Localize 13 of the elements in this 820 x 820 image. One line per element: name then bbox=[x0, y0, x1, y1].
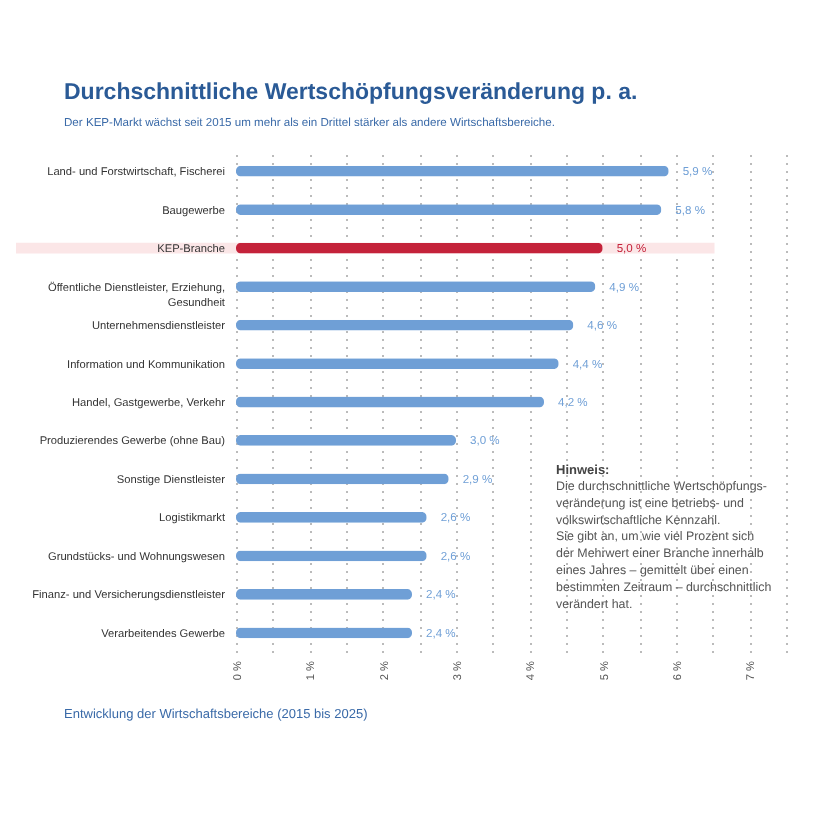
bar bbox=[236, 319, 574, 331]
chart-title: Durchschnittliche Wertschöpfungsveränderung p. a. bbox=[64, 81, 638, 106]
bar bbox=[236, 550, 427, 562]
bar bbox=[236, 627, 412, 639]
bar bbox=[236, 435, 456, 446]
bar bbox=[236, 588, 412, 600]
bar bbox=[236, 358, 559, 369]
bar bbox=[236, 473, 449, 485]
bar bbox=[236, 165, 669, 177]
bar bbox=[236, 204, 662, 216]
bar bbox=[236, 512, 427, 523]
bar bbox=[236, 281, 596, 292]
bar bbox=[236, 396, 544, 408]
